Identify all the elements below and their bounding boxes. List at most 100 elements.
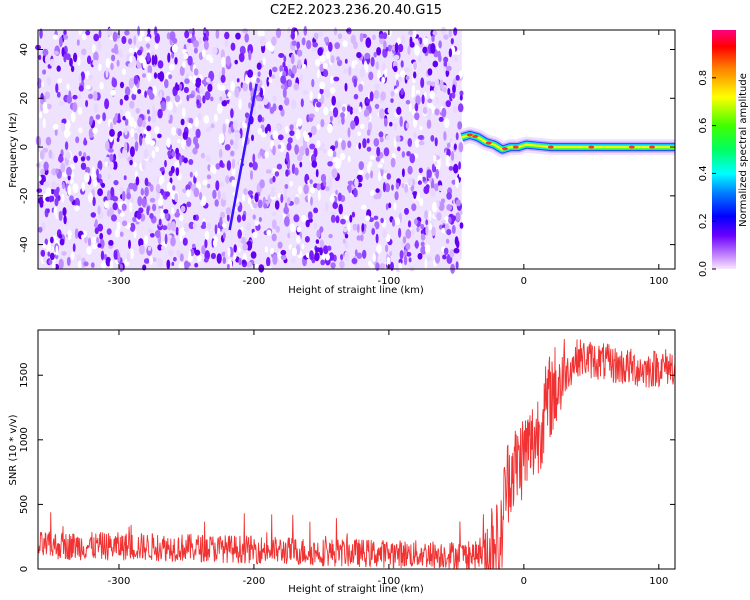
noise-blob	[134, 141, 139, 152]
noise-blob	[430, 43, 436, 54]
noise-blob	[338, 137, 342, 143]
noise-blob	[442, 254, 447, 260]
noise-blob	[439, 79, 444, 90]
noise-blob	[342, 40, 348, 48]
noise-blob	[147, 246, 152, 251]
noise-blob	[330, 55, 335, 64]
noise-blob	[280, 75, 287, 84]
noise-blob	[250, 170, 253, 180]
noise-blob	[266, 41, 272, 50]
noise-blob	[129, 159, 133, 166]
noise-blob	[182, 131, 188, 140]
noise-blob	[109, 259, 114, 269]
noise-blob	[314, 252, 320, 262]
noise-blob	[204, 91, 211, 101]
noise-blob	[42, 101, 48, 112]
noise-blob	[382, 229, 387, 239]
noise-blob	[93, 51, 99, 62]
noise-blob	[119, 231, 124, 237]
noise-blob	[167, 101, 173, 111]
noise-blob	[146, 206, 150, 216]
noise-blob	[231, 179, 236, 187]
noise-blob	[459, 209, 463, 216]
colorbar-ticks: 0.0 0.2 0.4 0.6 0.8	[698, 70, 716, 277]
noise-blob	[289, 130, 295, 137]
spectrogram-signal	[455, 126, 682, 158]
noise-blob	[272, 66, 278, 73]
noise-blob	[440, 198, 446, 204]
noise-blob	[78, 74, 82, 84]
noise-blob	[287, 197, 291, 205]
noise-blob	[72, 102, 78, 113]
noise-blob	[343, 68, 348, 75]
noise-blob	[458, 161, 461, 170]
noise-blob	[352, 223, 358, 231]
noise-blob	[201, 245, 206, 255]
noise-blob	[338, 203, 344, 215]
noise-blob	[220, 211, 225, 219]
spectrogram-y-tick-label: 40	[19, 43, 30, 56]
noise-blob	[62, 182, 65, 190]
noise-blob	[179, 253, 184, 262]
noise-blob	[327, 148, 334, 157]
noise-blob	[381, 62, 386, 71]
noise-blob	[81, 33, 87, 40]
noise-blob	[424, 244, 431, 254]
noise-blob	[258, 217, 262, 222]
noise-blob	[130, 248, 134, 260]
noise-blob	[331, 95, 337, 106]
noise-blob	[257, 104, 262, 110]
noise-blob	[230, 42, 236, 51]
noise-blob	[378, 171, 382, 182]
noise-blob	[70, 251, 75, 261]
noise-blob	[216, 253, 222, 264]
noise-blob	[289, 124, 294, 131]
noise-blob	[323, 106, 329, 116]
noise-blob	[244, 33, 249, 43]
noise-blob	[143, 133, 147, 139]
noise-blob	[436, 96, 439, 104]
noise-blob	[387, 107, 391, 114]
noise-blob	[344, 233, 349, 239]
noise-blob	[385, 203, 389, 211]
noise-blob	[176, 208, 180, 216]
noise-blob	[142, 73, 146, 78]
noise-blob	[309, 113, 315, 119]
noise-blob	[174, 192, 179, 203]
noise-blob	[316, 139, 321, 148]
noise-blob	[155, 183, 161, 194]
noise-blob	[142, 264, 147, 271]
noise-blob	[265, 169, 272, 174]
noise-blob	[80, 162, 87, 170]
noise-blob	[330, 214, 336, 223]
noise-blob	[61, 251, 67, 256]
noise-blob	[379, 137, 384, 143]
noise-blob	[380, 217, 384, 224]
noise-blob	[440, 26, 447, 35]
signal-peak	[472, 134, 479, 138]
spectrogram-y-ticks: -40 -20 0 20 40	[19, 43, 675, 253]
noise-blob	[98, 173, 102, 179]
noise-blob	[375, 188, 380, 193]
noise-blob	[398, 262, 403, 272]
snr-y-label: SNR (10 * v/v)	[8, 414, 19, 485]
noise-blob	[97, 40, 102, 52]
noise-blob	[329, 75, 334, 84]
noise-blob	[320, 259, 326, 266]
noise-blob	[69, 195, 74, 202]
noise-blob	[182, 188, 187, 194]
noise-blob	[290, 53, 295, 65]
snr-series	[37, 338, 676, 570]
noise-blob	[230, 108, 234, 119]
noise-blob	[316, 101, 322, 108]
noise-blob	[443, 34, 449, 40]
noise-blob	[225, 89, 228, 95]
noise-blob	[201, 49, 206, 58]
noise-blob	[438, 40, 442, 49]
noise-blob	[250, 251, 257, 259]
noise-blob	[251, 134, 254, 142]
noise-blob	[58, 233, 63, 239]
noise-blob	[48, 149, 53, 159]
noise-blob	[286, 142, 292, 151]
